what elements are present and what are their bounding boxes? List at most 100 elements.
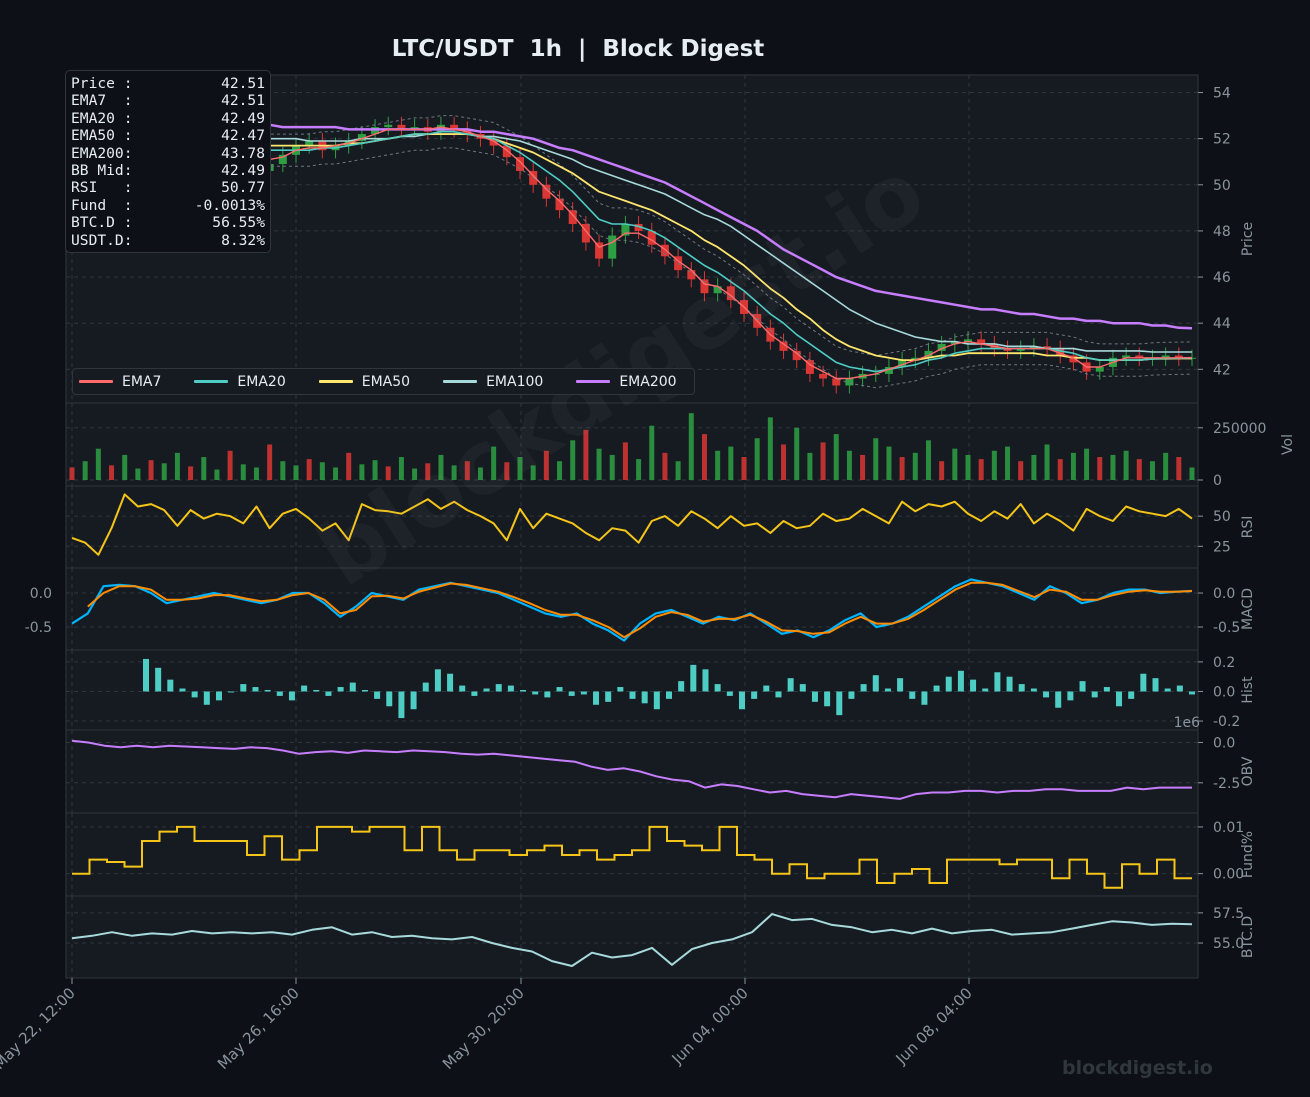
volume-bar: [412, 468, 418, 480]
hist-bar: [167, 679, 174, 692]
y-tick-label: 0.0: [1213, 586, 1235, 602]
hist-bar: [799, 684, 806, 692]
info-label: EMA200:: [71, 144, 133, 162]
y-tick-label: 46: [1213, 270, 1231, 286]
y-tick-label: 48: [1213, 224, 1231, 240]
legend-label: EMA100: [486, 373, 544, 390]
volume-bar: [504, 462, 510, 480]
y-tick-label-left: 0.0: [30, 586, 52, 602]
volume-bar: [267, 444, 273, 480]
legend-item: EMA20: [194, 374, 286, 390]
info-row: USDT.D: 8.32%: [71, 232, 265, 249]
candle-body: [357, 134, 366, 141]
panel-btc_dominance: [65, 895, 1199, 979]
info-label: BB Mid:: [71, 162, 133, 180]
hist-bar: [532, 691, 539, 695]
hist-bar: [860, 684, 867, 692]
volume-bar: [912, 452, 918, 480]
hist-bar: [714, 684, 721, 692]
info-row: EMA7 : 42.51: [71, 92, 265, 109]
volume-bar: [807, 452, 813, 480]
y-tick-label: 54: [1213, 86, 1231, 102]
volume-bar: [662, 452, 668, 480]
hist-bar: [653, 691, 660, 710]
volume-bar: [1097, 457, 1103, 480]
panel-macd: [65, 567, 1199, 651]
hist-bar: [617, 687, 624, 692]
hist-bar: [1067, 691, 1074, 701]
volume-bar: [846, 450, 852, 480]
legend-item: EMA200: [576, 374, 677, 390]
watermark-text: blockdigest.io: [1062, 1057, 1213, 1079]
hist-bar: [276, 691, 283, 696]
candle-body: [502, 145, 511, 158]
hist-bar: [957, 670, 964, 692]
candle-body: [779, 341, 788, 351]
y-tick-label: 0.0: [1213, 735, 1235, 751]
info-row: Price : 42.51: [71, 75, 265, 92]
volume-bar: [899, 457, 905, 480]
volume-bar: [69, 467, 75, 480]
y-tick-label-left: -0.5: [25, 620, 52, 636]
candle-body: [1029, 346, 1038, 349]
hist-bar: [702, 669, 709, 692]
hist-bar: [301, 685, 308, 692]
info-value: 8.32%: [221, 231, 265, 249]
candle-body: [884, 367, 893, 374]
volume-bar: [109, 465, 115, 480]
volume-bar: [794, 427, 800, 480]
hist-bar: [568, 691, 575, 696]
candle-body: [542, 184, 551, 199]
volume-bar: [477, 467, 483, 480]
y-tick-label: -0.2: [1213, 714, 1240, 730]
volume-bar: [1176, 457, 1182, 480]
info-value: 42.49: [221, 109, 265, 127]
volume-bar: [385, 466, 391, 480]
hist-bar: [884, 688, 891, 692]
volume-bar: [372, 460, 378, 480]
hist-bar: [155, 667, 162, 692]
volume-bar: [359, 464, 365, 480]
legend-swatch: [194, 380, 229, 383]
hist-bar: [690, 664, 697, 692]
hist-bar: [933, 685, 940, 692]
volume-bar: [781, 444, 787, 480]
candle-body: [1174, 355, 1183, 358]
hist-bar: [897, 678, 904, 692]
candle-body: [278, 154, 287, 165]
volume-bar: [675, 461, 681, 480]
hist-bar: [1079, 681, 1086, 692]
volume-bar: [767, 417, 773, 480]
y-axis-label: Price: [1240, 222, 1256, 256]
info-label: USDT.D:: [71, 231, 133, 249]
volume-bar: [1057, 459, 1063, 480]
volume-bar: [939, 461, 945, 480]
hist-bar: [337, 687, 344, 692]
candle-body: [832, 378, 841, 386]
y-axis-label: BTC.D: [1240, 916, 1256, 958]
hist-bar: [447, 673, 454, 692]
y-tick-label: 250000: [1213, 421, 1266, 437]
legend-swatch: [318, 380, 353, 383]
rsi-line: [71, 493, 1193, 556]
signal-line: [87, 581, 1193, 639]
y-tick-label: 42: [1213, 362, 1231, 378]
candle-body: [1161, 355, 1170, 358]
y-axis-label: OBV: [1240, 756, 1256, 786]
x-tick-label: Jun 04, 00:00: [668, 984, 752, 1068]
hist-bar: [471, 691, 478, 696]
volume-bar: [517, 457, 523, 480]
volume-bar: [965, 454, 971, 480]
candle-body: [845, 378, 854, 386]
hist-bar: [507, 685, 514, 692]
y-axis-label: RSI: [1240, 516, 1256, 539]
y-tick-label: 0.00: [1213, 867, 1244, 883]
hist-bar: [678, 681, 685, 692]
candle-body: [805, 360, 814, 374]
volume-bar: [978, 459, 984, 480]
volume-bar: [227, 450, 233, 480]
volume-bar: [280, 461, 286, 480]
hist-bar: [483, 688, 490, 692]
candle-body: [1122, 355, 1131, 358]
funding-line: [72, 825, 1192, 889]
